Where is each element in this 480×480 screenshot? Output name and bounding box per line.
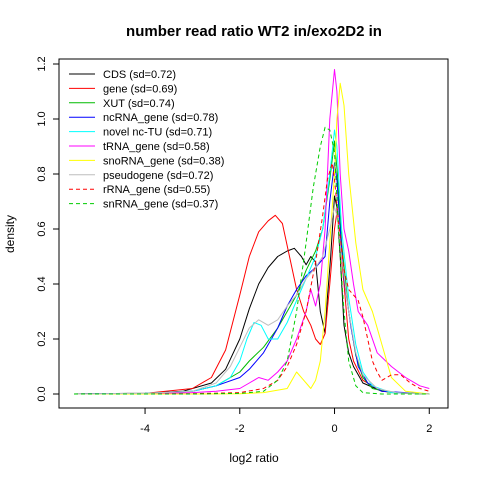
chart-title: number read ratio WT2 in/exo2D2 in <box>126 23 382 40</box>
y-tick-label: 1.0 <box>36 111 48 126</box>
y-tick-label: 0.8 <box>36 166 48 181</box>
legend-label: snoRNA_gene (sd=0.38) <box>103 155 224 167</box>
x-tick-label: 2 <box>426 423 432 435</box>
x-axis-label: log2 ratio <box>229 451 279 465</box>
series-line <box>73 206 430 395</box>
legend-label: XUT (sd=0.74) <box>103 98 175 110</box>
series-line <box>74 82 430 395</box>
y-tick-label: 0.4 <box>36 276 48 291</box>
legend-label: CDS (sd=0.72) <box>103 69 176 81</box>
series-line <box>73 212 430 395</box>
x-tick-label: 0 <box>331 423 337 435</box>
legend-label: snRNA_gene (sd=0.37) <box>103 199 218 211</box>
legend-label: novel nc-TU (sd=0.71) <box>103 127 212 139</box>
y-tick-label: 0.0 <box>36 386 48 401</box>
legend-label: rRNA_gene (sd=0.55) <box>103 184 210 196</box>
x-tick-label: -2 <box>235 423 245 435</box>
legend-label: pseudogene (sd=0.72) <box>103 170 213 182</box>
series-layer <box>73 69 430 395</box>
y-tick-label: 0.2 <box>36 331 48 346</box>
y-tick-label: 1.2 <box>36 56 48 71</box>
x-axis: -4 -2 0 2 <box>140 408 432 435</box>
series-line <box>73 140 430 395</box>
y-axis-label: density <box>3 215 17 253</box>
series-line <box>73 129 430 395</box>
y-axis: 0.0 0.2 0.4 0.6 0.8 1.0 1.2 <box>36 56 59 402</box>
series-line <box>74 162 430 395</box>
legend-label: tRNA_gene (sd=0.58) <box>103 141 210 153</box>
x-tick-label: -4 <box>140 423 150 435</box>
legend-label: ncRNA_gene (sd=0.78) <box>103 112 218 124</box>
series-line <box>73 195 430 395</box>
y-tick-label: 0.6 <box>36 221 48 236</box>
plot-frame <box>58 58 449 409</box>
legend-label: gene (sd=0.69) <box>103 83 177 95</box>
legend: CDS (sd=0.72) gene (sd=0.69) XUT (sd=0.74)… <box>69 69 224 211</box>
